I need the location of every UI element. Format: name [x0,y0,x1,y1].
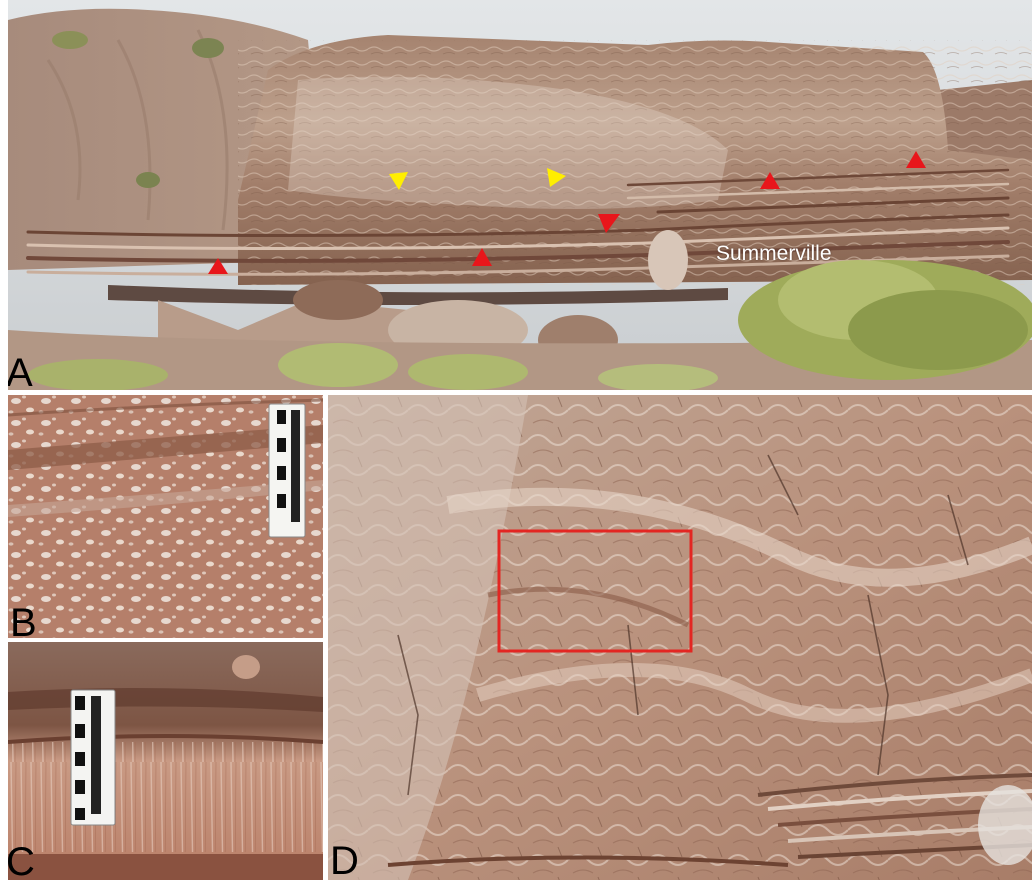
fibrous-vein-closeup-image [8,642,323,880]
scale-bar [70,689,116,826]
panel-d-outcrop-detail-photo: D [328,395,1032,880]
panel-b-closeup-photo: B [8,395,323,638]
scale-bar [268,403,306,538]
panel-c-closeup-photo: C [8,642,323,880]
red-arrow-marker [208,258,228,274]
formation-label: Summerville [716,242,832,265]
panel-label-b: B [10,601,37,638]
outcrop-overview-image [8,0,1032,390]
red-arrow-marker [598,214,620,233]
yellow-arrow-marker [389,172,408,190]
panel-label-a: A [8,351,33,390]
panel-label-d: D [330,839,359,880]
red-arrow-marker [906,151,926,168]
nodular-texture-closeup-image [8,395,323,638]
deformed-layer-detail-image [328,395,1032,880]
yellow-arrow-marker [547,168,566,187]
outcrop-markers-overlay [208,151,926,274]
panel-label-c: C [8,840,35,880]
red-arrow-marker [760,172,780,189]
panel-a-outcrop-photo: Summerville A [8,0,1032,390]
highlight-box [497,529,693,653]
red-arrow-marker [472,248,492,266]
